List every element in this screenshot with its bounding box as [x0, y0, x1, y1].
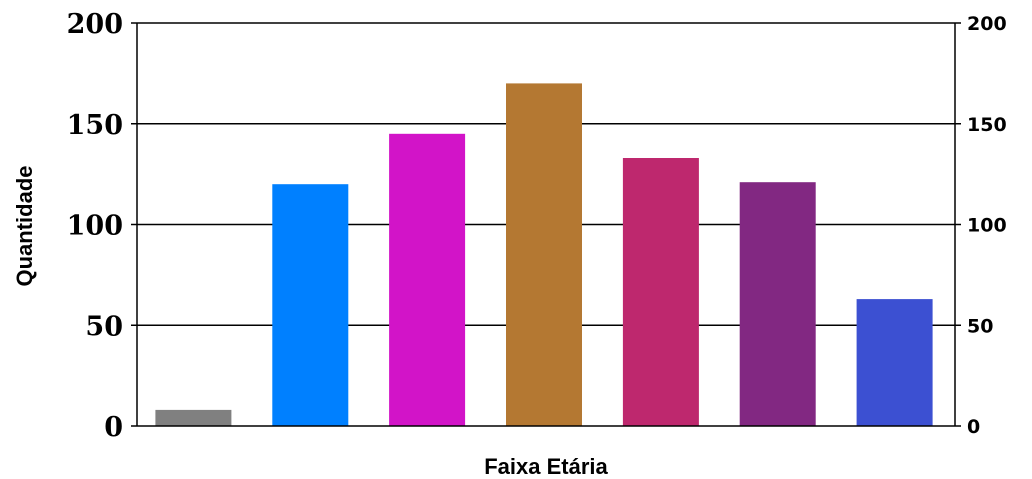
bar	[155, 409, 232, 426]
bars	[155, 83, 933, 427]
y-tick-label-right: 150	[967, 114, 1007, 136]
y-tick-label-right: 0	[967, 416, 980, 438]
bar	[622, 158, 699, 426]
y-tick-label-right: 200	[967, 13, 1007, 35]
y-tick-label-left: 200	[67, 9, 123, 40]
y-tick-label-left: 150	[67, 110, 123, 141]
y-ticks-right: 0 50 100 150 200	[967, 13, 1007, 438]
bar	[272, 184, 349, 426]
y-tick-label-left: 50	[85, 311, 123, 342]
bar	[856, 299, 933, 426]
y-axis-title: Quantidade	[12, 165, 37, 286]
y-tick-label-right: 50	[967, 315, 993, 337]
bar	[739, 182, 816, 426]
y-tick-label-left: 0	[104, 412, 123, 443]
x-axis-title: Faixa Etária	[484, 454, 608, 479]
y-tick-label-right: 100	[967, 215, 1007, 237]
axes	[131, 22, 961, 427]
y-ticks-left: 0 50 100 150 200	[67, 9, 123, 443]
bar	[389, 133, 466, 427]
bar	[506, 83, 582, 427]
y-tick-label-left: 100	[67, 211, 123, 242]
